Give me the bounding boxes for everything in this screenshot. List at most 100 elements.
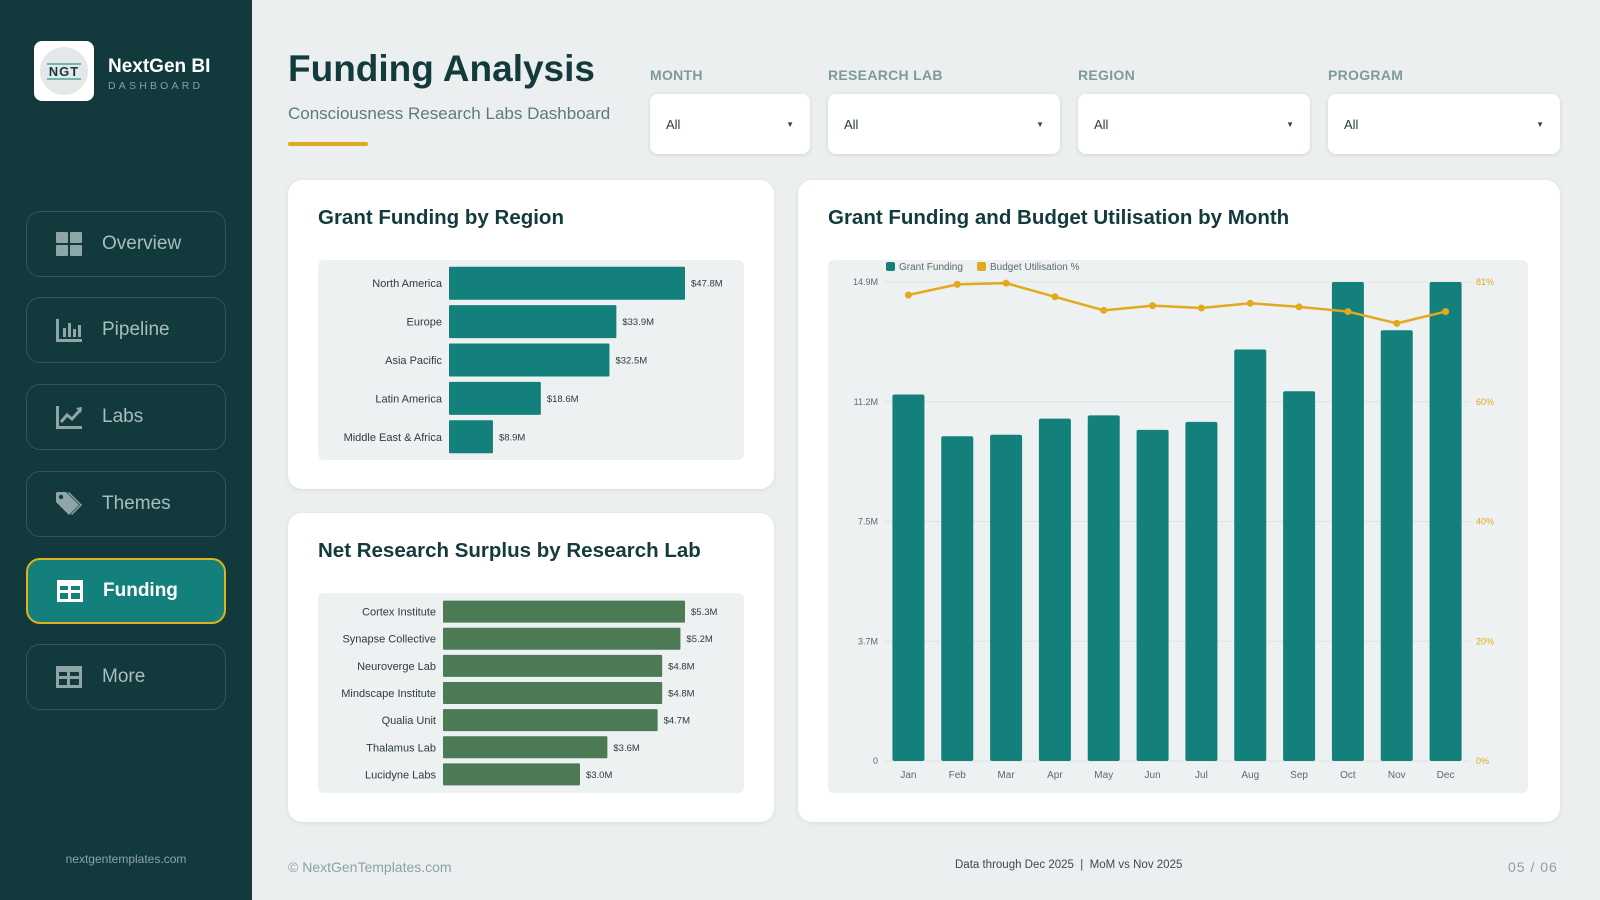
right-tick-label: 40% [1476, 517, 1494, 527]
nav-label-overview: Overview [102, 233, 182, 254]
line-point [1246, 299, 1254, 307]
bar [449, 305, 617, 339]
category-label: Cortex Institute [362, 607, 436, 619]
line-point [1100, 306, 1108, 314]
bar [1429, 282, 1462, 761]
nav-label-themes: Themes [102, 493, 171, 514]
brand-subtitle: DASHBOARD [108, 80, 204, 92]
category-label: Qualia Unit [382, 715, 436, 727]
line-point [1344, 308, 1352, 316]
page-subtitle: Consciousness Research Labs Dashboard [288, 104, 611, 123]
filter-region-select[interactable]: All ▼ [1078, 94, 1310, 154]
footer-data-note: Data through Dec 2025 | MoM vs Nov 2025 [955, 859, 1183, 871]
left-tick-label: 11.2M [854, 397, 878, 407]
nav-item-labs[interactable]: Labs [26, 384, 226, 450]
bar [1234, 349, 1267, 761]
bar [1380, 330, 1413, 761]
filter-label-month: MONTH [650, 67, 703, 83]
filter-month-select[interactable]: All ▼ [650, 94, 810, 154]
x-tick-label: Jun [1145, 770, 1161, 781]
filter-research-lab-select[interactable]: All ▼ [828, 94, 1060, 154]
logo-text: NGT [46, 62, 82, 80]
line-point [953, 280, 961, 288]
bar [1038, 418, 1071, 761]
filter-region-value: All [1094, 116, 1109, 132]
nav-item-pipeline[interactable]: Pipeline [26, 297, 226, 363]
bar [443, 627, 681, 650]
x-tick-label: Apr [1047, 770, 1063, 781]
x-tick-label: Aug [1241, 770, 1259, 781]
region-funding-card: Grant Funding by Region North America $47… [288, 180, 774, 489]
data-label: $33.9M [622, 317, 654, 328]
data-label: $18.6M [547, 394, 579, 405]
nav-label-funding: Funding [103, 580, 178, 601]
lab-plot-area: Cortex Institute $5.3M Synapse Collective $… [318, 593, 744, 793]
nav-item-more[interactable]: More [26, 644, 226, 710]
filter-label-region: REGION [1078, 67, 1136, 83]
legend-label-utilisation: Budget Utilisation % [990, 262, 1080, 273]
line-point [1149, 302, 1157, 310]
nav-label-pipeline: Pipeline [102, 319, 170, 340]
x-tick-label: Mar [997, 770, 1015, 781]
line-point [1002, 279, 1010, 287]
region-chart-title: Grant Funding by Region [318, 206, 564, 229]
page-indicator: 05 / 06 [1508, 859, 1558, 875]
line-chart-icon [56, 406, 83, 429]
legend-label-grant: Grant Funding [899, 262, 963, 273]
table-icon [57, 580, 83, 602]
category-label: Mindscape Institute [341, 688, 436, 700]
category-label: Thalamus Lab [366, 742, 436, 754]
utilisation-line [908, 281, 1446, 325]
filter-program-value: All [1344, 116, 1359, 132]
bar-chart-icon [56, 319, 82, 342]
site-link[interactable]: nextgentemplates.com [65, 852, 187, 866]
bar [449, 420, 493, 454]
monthly-chart-title: Grant Funding and Budget Utilisation by … [828, 206, 1290, 229]
chevron-down-icon: ▼ [1286, 119, 1294, 129]
bar [1087, 415, 1120, 761]
lab-surplus-card: Net Research Surplus by Research Lab Cor… [288, 513, 774, 822]
x-tick-label: Jul [1195, 770, 1208, 781]
region-bar-chart: North America $47.8M Europe $33.9M Asia Paci… [344, 266, 723, 454]
legend-swatch-utilisation [977, 262, 986, 271]
left-tick-label: 7.5M [858, 517, 878, 527]
x-tick-label: Nov [1388, 770, 1406, 781]
bar [449, 266, 685, 300]
chevron-down-icon: ▼ [786, 119, 794, 129]
right-tick-label: 0% [1476, 756, 1489, 766]
chevron-down-icon: ▼ [1536, 119, 1544, 129]
filter-program-select[interactable]: All ▼ [1328, 94, 1560, 154]
category-label: Asia Pacific [385, 355, 442, 367]
bar [443, 600, 685, 623]
bar [443, 709, 658, 732]
data-label: $3.6M [613, 743, 639, 754]
filter-research-lab-value: All [844, 116, 859, 132]
nav-item-themes[interactable]: Themes [26, 471, 226, 537]
chevron-down-icon: ▼ [1036, 119, 1044, 129]
bar [1283, 391, 1316, 761]
bar [443, 682, 663, 704]
page-title: Funding Analysis [288, 48, 595, 89]
legend-swatch-grant [886, 262, 895, 271]
footer-copyright: © NextGenTemplates.com [288, 859, 452, 875]
filter-label-research-lab: RESEARCH LAB [828, 67, 943, 83]
brand-name: NextGen BI [108, 56, 211, 77]
nav-label-more: More [102, 666, 146, 687]
category-label: Latin America [375, 393, 443, 405]
monthly-combo-chart: 0 3.7M 7.5M 11.2M 14.9M 0% 20% 40% 60% 81% Grant F… [853, 262, 1494, 781]
table-icon [56, 666, 82, 688]
nav-item-overview[interactable]: Overview [26, 211, 226, 277]
monthly-plot-area: 0 3.7M 7.5M 11.2M 14.9M 0% 20% 40% 60% 81% Grant F… [828, 260, 1528, 793]
left-tick-label: 14.9M [853, 277, 878, 287]
data-label: $32.5M [615, 356, 647, 367]
right-tick-label: 20% [1476, 636, 1494, 646]
line-point [1051, 293, 1059, 301]
left-tick-label: 0 [873, 756, 878, 766]
nav-item-funding[interactable]: Funding [26, 558, 226, 624]
line-point [1442, 308, 1450, 316]
logo-badge: NGT [40, 47, 88, 95]
bar [990, 434, 1023, 761]
bar [443, 654, 663, 677]
x-tick-label: Oct [1340, 770, 1356, 781]
data-label: $8.9M [499, 432, 525, 443]
